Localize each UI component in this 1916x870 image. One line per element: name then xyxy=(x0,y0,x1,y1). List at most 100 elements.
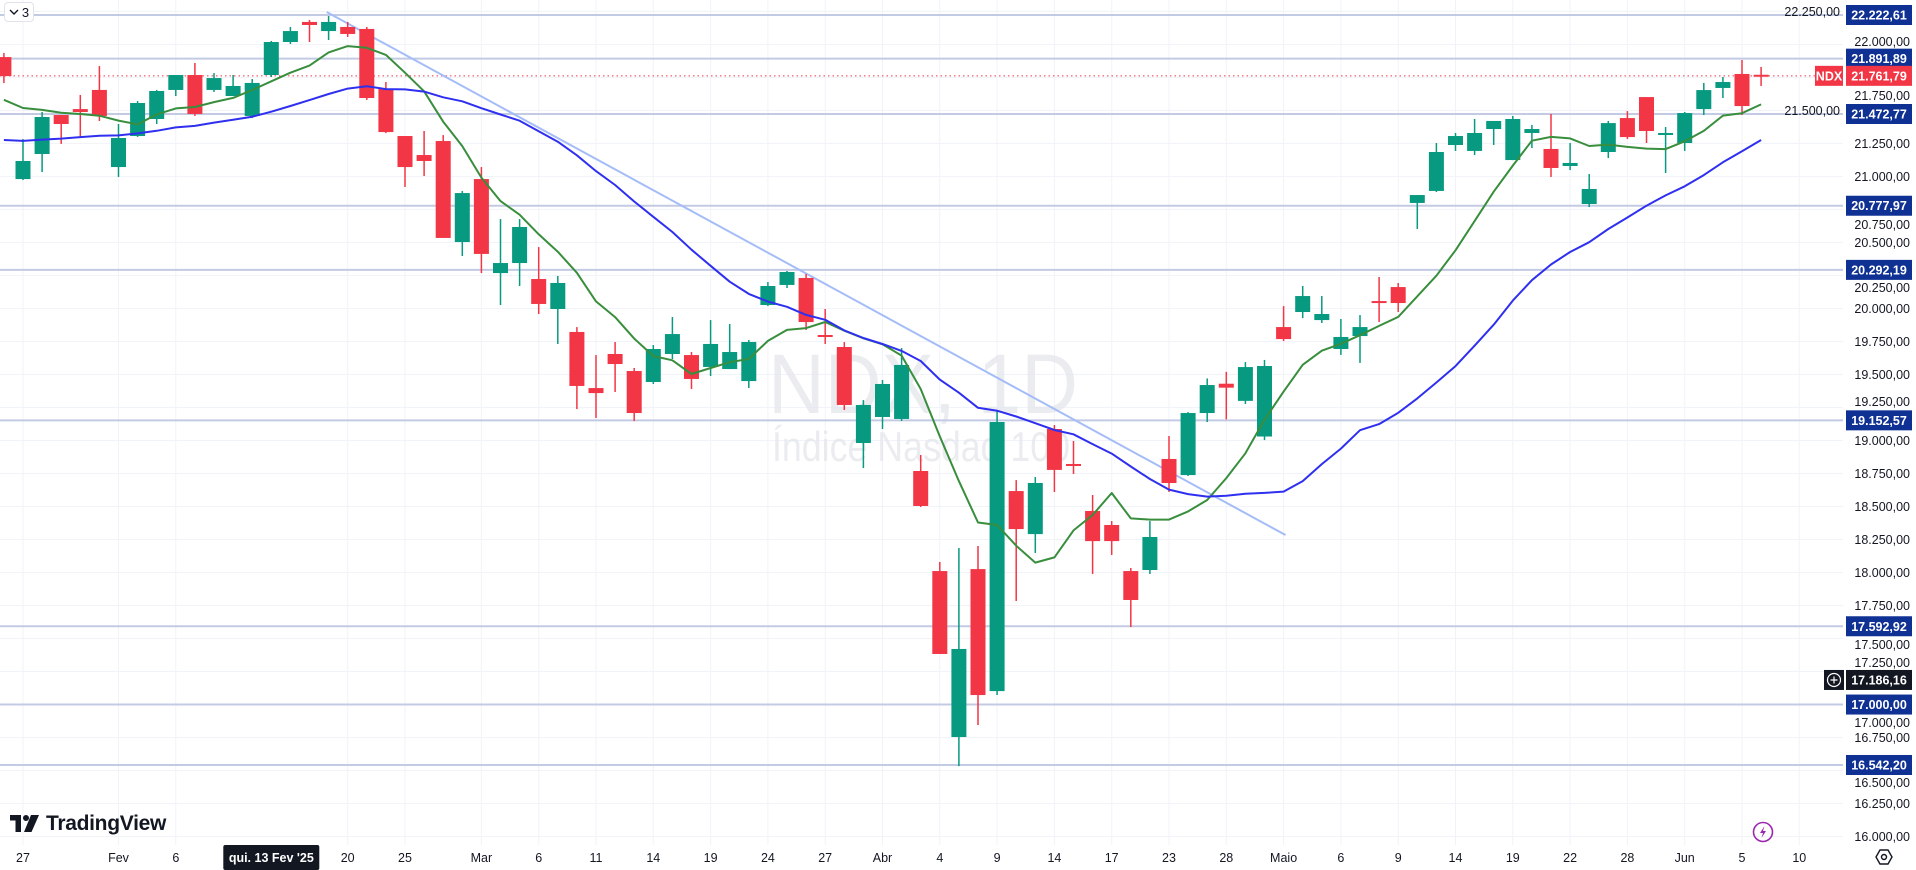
candle-up xyxy=(1677,113,1693,144)
candle-down xyxy=(416,155,432,161)
time-tick-label: 19 xyxy=(704,851,718,865)
price-tick-label: 18.500,00 xyxy=(1854,500,1910,514)
candle-down xyxy=(340,26,356,34)
candle-down xyxy=(473,179,489,254)
crosshair-price-badge xyxy=(1846,669,1912,690)
candle-up xyxy=(454,193,470,243)
price-axis[interactable]: 22.250,00 22.000,00 21.750,00 21.500,00 21.2… xyxy=(1784,5,1910,844)
candle-up xyxy=(1467,132,1483,151)
time-tick-label: 10 xyxy=(1792,851,1806,865)
candle-up xyxy=(894,364,910,419)
time-tick-label: 20 xyxy=(341,851,355,865)
plus-icon xyxy=(1826,672,1842,688)
price-tick-label: 18.000,00 xyxy=(1854,566,1910,580)
candle-up xyxy=(15,160,31,180)
price-tick-label: 16.750,00 xyxy=(1854,731,1910,745)
candle-down xyxy=(913,470,929,506)
price-tick-label: 21.500,00 xyxy=(1784,104,1840,118)
candle-up xyxy=(321,21,337,32)
price-tick-label: 21.750,00 xyxy=(1854,89,1910,103)
tradingview-logo[interactable]: TradingView xyxy=(10,812,166,836)
candle-down xyxy=(1276,327,1292,340)
trendline-layer xyxy=(326,11,1286,536)
time-axis[interactable]: 27 Fev 6 20 25 Mar 6 11 14 19 24 27 Abr 4 9 14 17 23 28 Mai… xyxy=(16,851,1806,865)
price-tick-label: 16.500,00 xyxy=(1854,776,1910,790)
candle-down xyxy=(397,136,413,168)
candle-down xyxy=(1734,73,1750,107)
candle-up xyxy=(875,383,890,417)
price-tick-label: 17.500,00 xyxy=(1854,638,1910,652)
price-tick-label: 22.250,00 xyxy=(1784,5,1840,19)
time-tick-label: 25 xyxy=(398,851,412,865)
candle-up xyxy=(1237,367,1253,401)
settings-icon[interactable] xyxy=(1875,849,1893,865)
candle-up xyxy=(282,31,298,43)
price-level-label: 20.292,19 xyxy=(1851,263,1907,277)
time-tick-label: 14 xyxy=(1449,851,1463,865)
price-tick-label: 16.000,00 xyxy=(1854,830,1910,844)
price-tick-label: 22.000,00 xyxy=(1854,35,1910,49)
price-level-badge xyxy=(1846,48,1912,69)
crosshair-price-label: 17.186,16 xyxy=(1851,673,1907,687)
candle-up xyxy=(168,75,184,90)
time-tick-label: 22 xyxy=(1563,851,1577,865)
candle-down xyxy=(1543,148,1559,168)
plus-icon-cross xyxy=(1830,676,1838,684)
candle-down xyxy=(607,354,623,365)
time-tick-label: 23 xyxy=(1162,851,1176,865)
price-level-label: 17.592,92 xyxy=(1851,620,1907,634)
price-tick-label: 19.500,00 xyxy=(1854,368,1910,382)
time-tick-label: 24 xyxy=(761,851,775,865)
lightning-icon[interactable] xyxy=(1752,821,1774,843)
price-tick-label: 18.250,00 xyxy=(1854,533,1910,547)
candle-down xyxy=(1066,463,1081,466)
candle-up xyxy=(149,90,165,119)
candle-down xyxy=(1371,301,1387,304)
time-tick-label: 27 xyxy=(16,851,30,865)
price-tick-label: 17.750,00 xyxy=(1854,599,1910,613)
time-tick-label: 28 xyxy=(1620,851,1634,865)
price-tick-label: 21.000,00 xyxy=(1854,170,1910,184)
candle-up xyxy=(1524,129,1540,133)
candle-up xyxy=(1581,188,1597,205)
candle-up xyxy=(130,103,146,137)
time-tick-label: 14 xyxy=(1047,851,1061,865)
candle-down xyxy=(569,331,585,386)
crosshair-date-label: qui. 13 Fev '25 xyxy=(229,851,314,865)
candle-up xyxy=(741,341,757,382)
time-tick-label: 17 xyxy=(1105,851,1119,865)
time-tick-label: 6 xyxy=(535,851,542,865)
price-tick-label: 19.250,00 xyxy=(1854,395,1910,409)
candle-up xyxy=(1314,313,1330,321)
candle-up xyxy=(1142,536,1158,571)
candle-up xyxy=(1448,136,1463,145)
candle-up xyxy=(206,78,222,90)
candle-up xyxy=(512,226,528,264)
candle-up xyxy=(1409,195,1425,203)
price-tick-label: 16.250,00 xyxy=(1854,797,1910,811)
candle-down xyxy=(588,388,604,394)
moving-averages xyxy=(3,45,1762,564)
candle-up xyxy=(1295,296,1311,313)
time-tick-label: Jun xyxy=(1675,851,1695,865)
watermark-title: NDX, 1D xyxy=(768,337,1078,431)
candle-up xyxy=(1027,482,1043,535)
candle-down xyxy=(684,355,699,379)
candle-up xyxy=(664,334,680,355)
candle-up xyxy=(989,421,1005,692)
candle-down xyxy=(1046,428,1062,470)
time-tick-label: 11 xyxy=(590,851,603,865)
candle-up xyxy=(703,343,719,367)
axis-overlays: 22.222,61 21.891,89 21.472,77 20.777,97 20.2… xyxy=(223,5,1912,870)
candle-up xyxy=(34,117,50,154)
candle-down xyxy=(378,89,394,133)
time-tick-label: 19 xyxy=(1506,851,1520,865)
time-tick-label: 28 xyxy=(1219,851,1233,865)
collapse-indicators-button[interactable]: 3 xyxy=(4,2,34,22)
trendline[interactable] xyxy=(326,11,1286,536)
candle-down xyxy=(0,57,12,77)
price-tick-label: 19.000,00 xyxy=(1854,434,1910,448)
candle-down xyxy=(91,89,107,116)
ma_slow-line xyxy=(3,85,1762,498)
